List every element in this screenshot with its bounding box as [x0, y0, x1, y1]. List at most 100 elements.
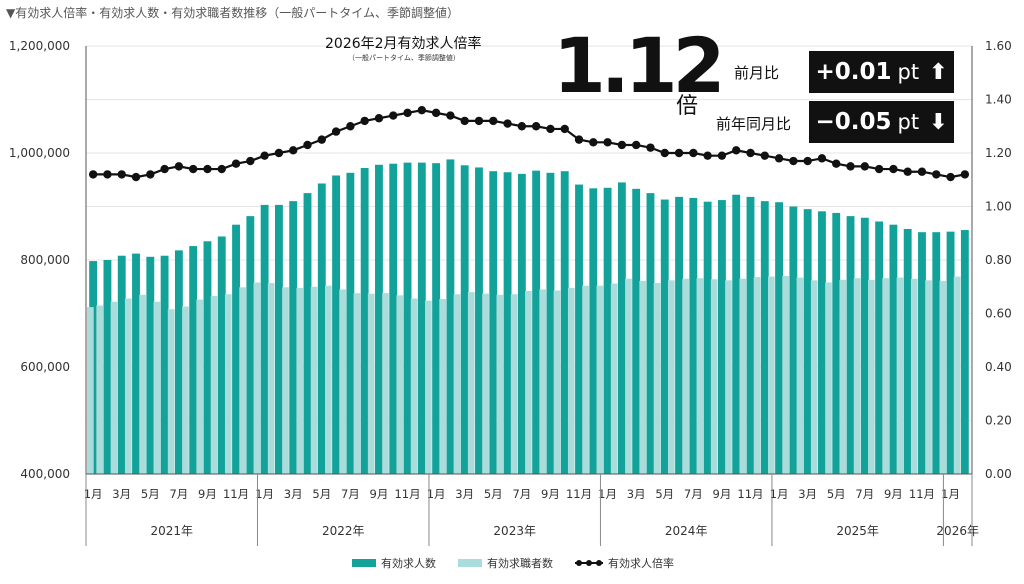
- ratio-point: [389, 111, 398, 120]
- ratio-point: [360, 116, 369, 126]
- openings-bar: [146, 256, 155, 474]
- ratio-point: [960, 170, 970, 179]
- seekers-bar: [653, 283, 661, 474]
- openings-bar: [403, 162, 412, 474]
- seekers-bar: [825, 282, 832, 474]
- year-label: 2021年: [150, 524, 193, 538]
- month-label: 7月: [341, 487, 360, 501]
- month-label: 1月: [598, 487, 617, 501]
- seekers-bar: [782, 276, 789, 474]
- seekers-bar: [953, 276, 961, 474]
- month-label: 5月: [655, 487, 674, 501]
- ratio-point: [674, 148, 684, 158]
- legend-label-ratio: 有効求人倍率: [608, 557, 674, 570]
- ratio-point: [489, 116, 498, 126]
- openings-bar: [232, 224, 240, 474]
- ratio-point: [660, 148, 669, 158]
- page-title: ▼有効求人倍率・有効求人数・有効求職者数推移（一般パートタイム、季節調整値）: [6, 6, 459, 20]
- legend: 有効求人数 有効求職者数 有効求人倍率: [352, 555, 674, 571]
- ratio-point: [732, 146, 741, 155]
- month-label: 3月: [627, 487, 646, 501]
- ratio-point: [760, 151, 769, 160]
- ratio-point: [146, 170, 155, 179]
- ratio-point: [503, 119, 512, 128]
- month-label: 11月: [909, 487, 935, 501]
- openings-bar: [660, 199, 669, 475]
- year-label: 2023年: [493, 524, 536, 538]
- openings-bar: [889, 224, 898, 474]
- ratio-big-value: 1.12: [553, 21, 726, 110]
- seekers-bar: [410, 298, 418, 474]
- legend-swatch-ratio: [575, 560, 603, 566]
- ratio-point: [203, 164, 212, 174]
- seekers-bar: [367, 293, 375, 474]
- ratio-point: [546, 124, 555, 134]
- seekers-bar: [296, 287, 304, 474]
- right-tick-label: 0.40: [985, 360, 1012, 374]
- openings-bar: [289, 201, 298, 474]
- yoy-unit: pt: [897, 110, 920, 134]
- arrow-up-icon: ⬆: [929, 59, 948, 85]
- openings-bar: [875, 221, 884, 474]
- seekers-bar: [839, 279, 847, 474]
- seekers-bar: [939, 280, 947, 474]
- openings-bar: [918, 232, 926, 474]
- ratio-point: [317, 135, 326, 144]
- openings-bar: [260, 204, 269, 474]
- month-label: 11月: [394, 487, 420, 501]
- year-label: 2025年: [836, 524, 879, 538]
- right-tick-label: 1.60: [985, 39, 1012, 53]
- seekers-bar: [239, 287, 246, 474]
- openings-bar: [432, 163, 441, 475]
- ratio-point: [717, 151, 727, 160]
- ratio-point: [231, 159, 241, 168]
- openings-bar: [589, 188, 598, 474]
- left-tick-label: 1,200,000: [9, 39, 70, 53]
- openings-bar: [860, 217, 869, 475]
- seekers-bar: [153, 301, 161, 474]
- seekers-bar: [253, 282, 261, 474]
- openings-bar: [603, 187, 612, 474]
- month-label: 7月: [855, 487, 874, 501]
- month-label: 1月: [770, 487, 789, 501]
- ratio-point: [188, 164, 198, 174]
- openings-bar: [789, 206, 798, 474]
- ratio-point: [631, 140, 641, 150]
- openings-bar: [503, 172, 512, 474]
- year-label: 2026年: [936, 524, 979, 538]
- ratio-point: [88, 170, 98, 179]
- seekers-bar: [810, 280, 818, 474]
- headline-title: 2026年2月有効求人倍率: [325, 36, 482, 52]
- seekers-bar: [87, 307, 94, 474]
- ratio-point: [131, 172, 141, 182]
- legend-item-ratio: 有効求人倍率: [575, 555, 674, 571]
- month-label: 7月: [684, 487, 703, 501]
- openings-bar: [360, 167, 369, 475]
- month-label: 1月: [255, 487, 274, 501]
- openings-bar: [746, 196, 755, 474]
- openings-bar: [317, 183, 326, 474]
- seekers-bar: [739, 278, 747, 474]
- openings-bar: [475, 167, 483, 474]
- openings-bar: [203, 241, 212, 474]
- openings-bar: [818, 211, 826, 474]
- month-label: 7月: [512, 487, 531, 501]
- openings-bar: [775, 202, 784, 474]
- ratio-unit: 倍: [676, 94, 699, 119]
- ratio-point: [874, 164, 884, 174]
- right-axis-ticks: 0.00 0.20 0.40 0.60 0.80 1.00 1.20 1.40 1.60: [985, 39, 1012, 481]
- ratio-point: [474, 116, 484, 126]
- ratio-point: [746, 148, 755, 158]
- openings-bar: [946, 231, 955, 474]
- openings-bar: [632, 188, 641, 474]
- seekers-bar: [139, 294, 146, 474]
- seekers-bar: [453, 294, 461, 474]
- ratio-point: [117, 170, 126, 179]
- right-tick-label: 1.40: [985, 93, 1012, 107]
- year-label: 2024年: [665, 524, 708, 538]
- yoy-value: −0.05: [815, 109, 892, 135]
- seekers-bar: [610, 283, 618, 474]
- ratio-point: [817, 154, 827, 163]
- ratio-point: [531, 122, 541, 131]
- month-label: 9月: [370, 487, 389, 501]
